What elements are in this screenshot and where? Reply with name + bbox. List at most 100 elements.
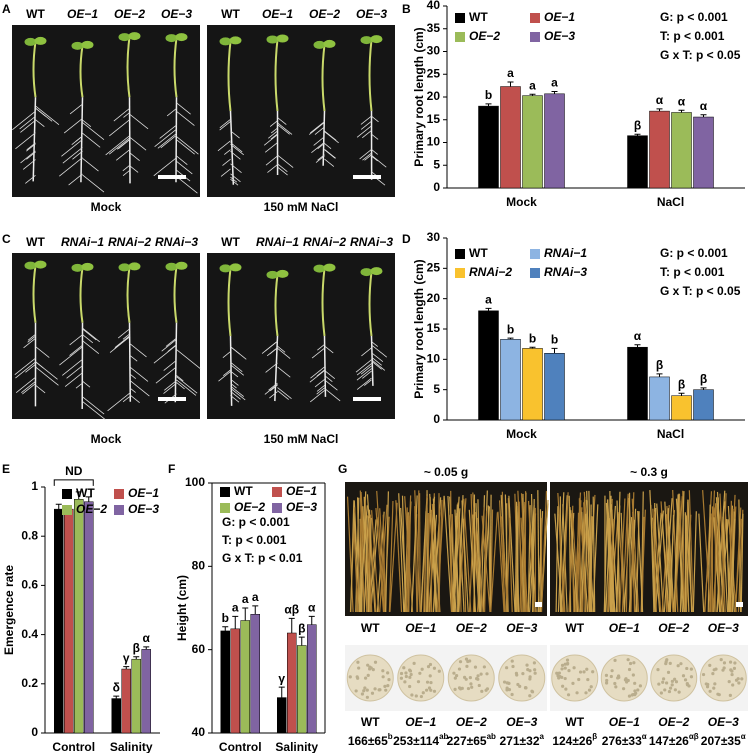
seed [626, 678, 630, 683]
legend-swatch [455, 32, 465, 42]
seed-pile [397, 654, 445, 702]
lateral-root [222, 351, 231, 358]
y-tick-label: 30 [427, 230, 441, 244]
stalk [669, 514, 675, 613]
seed-genotype: OE−2 [456, 715, 487, 729]
seed [366, 673, 370, 677]
legend-label: OE−2 [76, 502, 107, 516]
lateral-root [219, 121, 231, 131]
lateral-root [59, 346, 83, 366]
seed [664, 662, 668, 666]
y-axis-label: Emergence rate [2, 565, 16, 655]
seed [633, 681, 637, 685]
genotype-label: RNAi−1 [256, 235, 299, 249]
leaf [128, 32, 141, 41]
seed [728, 660, 733, 664]
seed [572, 666, 576, 670]
lateral-root [161, 339, 177, 352]
seed [408, 684, 412, 689]
seed [613, 658, 617, 662]
seed [628, 661, 633, 666]
stat-annotation: G: p < 0.001 [222, 515, 290, 529]
genotype-label: RNAi−2 [108, 235, 151, 249]
stalk [355, 497, 360, 613]
seed-count-value: 253±114 [393, 734, 439, 748]
seed [626, 658, 630, 662]
bar [649, 110, 670, 189]
seed [659, 691, 663, 695]
stalk [520, 517, 527, 613]
stalk [540, 490, 548, 613]
stat-annotation: T: p < 0.001 [660, 29, 725, 43]
lateral-root [317, 344, 325, 351]
bar [240, 620, 250, 734]
seed [563, 666, 567, 670]
lateral-root [268, 382, 278, 391]
stem [173, 37, 178, 98]
legend-swatch [455, 13, 465, 23]
lateral-root [35, 366, 59, 386]
lateral-root [371, 356, 382, 366]
seed [475, 677, 479, 681]
stalk [740, 513, 744, 613]
lateral-root [19, 115, 36, 130]
stalk [350, 500, 355, 613]
leaf [71, 263, 84, 272]
stem [274, 274, 279, 337]
bar [627, 346, 648, 421]
error-bar [551, 347, 558, 354]
lateral-root [129, 387, 136, 393]
lateral-root [230, 387, 246, 401]
leaf [370, 35, 383, 44]
lateral-root [122, 165, 130, 172]
stalk [615, 505, 621, 613]
error-bar [656, 108, 663, 112]
bar [121, 668, 131, 734]
significance-letter: b [529, 331, 536, 345]
seed [670, 679, 674, 683]
lateral-root [176, 349, 201, 369]
stalk [679, 491, 685, 613]
stalk [477, 499, 482, 613]
seed [465, 664, 469, 668]
stem [368, 39, 373, 112]
lateral-root [360, 115, 372, 125]
lateral-root [82, 334, 94, 344]
significance-letter: b [222, 611, 229, 625]
lateral-root [129, 354, 138, 362]
seed-pile [498, 654, 546, 702]
stat-annotation: G x T: p < 0.05 [660, 284, 741, 298]
photo [207, 253, 395, 419]
seed [665, 658, 669, 662]
lateral-root [69, 103, 83, 115]
stalk [461, 500, 469, 613]
lateral-root [267, 164, 278, 173]
seed [621, 687, 626, 691]
seed [414, 694, 418, 698]
lateral-root [157, 133, 177, 149]
photo-caption: 150 mM NaCl [264, 432, 339, 446]
stalk [429, 493, 437, 613]
significance-letter: β [133, 641, 140, 655]
lateral-root [82, 119, 92, 128]
stalk [353, 512, 361, 613]
significance-letter: γ [278, 671, 285, 685]
seed [730, 672, 734, 677]
seed-genotype: OE−1 [609, 715, 640, 729]
seed [425, 680, 430, 684]
stalk [685, 514, 692, 613]
stem [274, 39, 279, 112]
genotype-label: OE−3 [708, 621, 739, 635]
genotype-label: WT [26, 7, 45, 21]
seed [661, 680, 665, 684]
lateral-root [25, 363, 36, 373]
seed [507, 688, 512, 692]
stalk [578, 518, 583, 613]
seed-count: 166±65b [348, 732, 393, 748]
lateral-root [66, 365, 83, 379]
lateral-root [23, 338, 36, 349]
seed [589, 685, 593, 689]
lateral-root [277, 122, 293, 135]
seed [712, 668, 716, 672]
y-tick-label: 0.8 [21, 528, 38, 542]
